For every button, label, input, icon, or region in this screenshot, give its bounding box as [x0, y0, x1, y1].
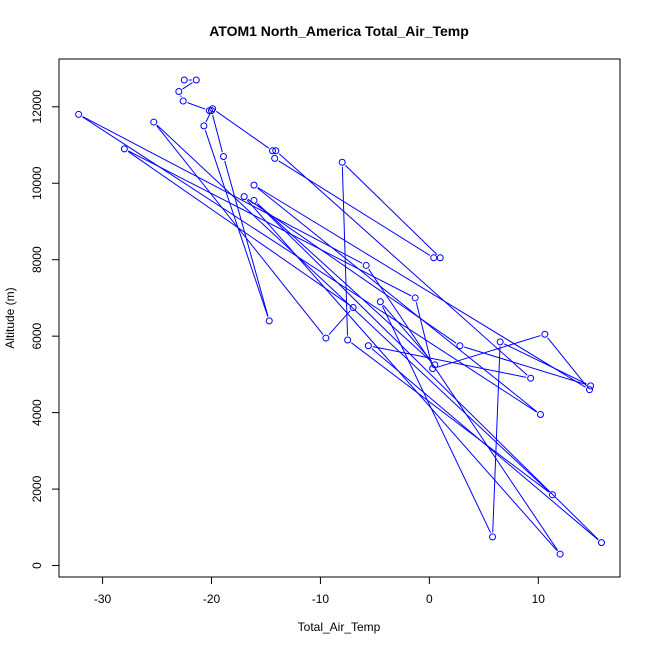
series-segment [278, 160, 431, 256]
data-point [429, 365, 437, 373]
series-segment [256, 203, 432, 363]
data-point [344, 336, 352, 344]
series-segment [278, 153, 528, 376]
data-point [219, 152, 227, 160]
series-segment [256, 203, 599, 540]
chart-title: ATOM1 North_America Total_Air_Temp [209, 23, 469, 39]
data-point [338, 158, 346, 166]
data-point [209, 105, 217, 113]
data-point [585, 386, 593, 394]
data-point [436, 254, 444, 262]
series-segment [464, 346, 587, 386]
data-point [271, 154, 279, 162]
series-segment [156, 125, 324, 335]
x-axis-label: Total_Air_Temp [298, 620, 381, 634]
series-segment [128, 150, 412, 297]
series-segment [82, 116, 363, 264]
data-point [265, 317, 273, 325]
data-point [200, 122, 208, 130]
series-segment [372, 346, 527, 378]
series-segment [82, 116, 537, 413]
series-segment [415, 302, 433, 365]
data-point [120, 145, 128, 153]
data-point [431, 361, 439, 369]
series-segment [180, 95, 182, 98]
series-segment [205, 112, 212, 123]
series-segment [247, 198, 457, 344]
data-point [349, 303, 357, 311]
series-segment [436, 335, 541, 368]
series-segment [350, 342, 550, 493]
x-tick-label: 10 [532, 592, 546, 606]
series-segment [328, 310, 351, 336]
data-point [250, 181, 258, 189]
series-segment [345, 165, 438, 256]
series-segment [257, 187, 586, 388]
data-point [496, 338, 504, 346]
data-point [587, 382, 595, 390]
data-point [430, 254, 438, 262]
series-segment [215, 110, 270, 149]
series-segment [204, 130, 269, 317]
y-tick-label: 10000 [30, 166, 44, 200]
series-segment [504, 343, 587, 385]
data-point [322, 334, 330, 342]
data-point [272, 147, 280, 155]
y-tick-label: 0 [30, 562, 44, 569]
series-segment [182, 82, 193, 90]
data-point [411, 294, 419, 302]
series-segment [127, 150, 350, 306]
data-point [541, 330, 549, 338]
data-point [536, 411, 544, 419]
x-tick-label: -30 [94, 592, 112, 606]
data-point [597, 539, 605, 547]
series-segment [341, 166, 349, 336]
x-axis: -30 -20 -10 0 10 [94, 576, 546, 606]
data-point [362, 261, 370, 269]
y-axis-label: Altitude (m) [3, 287, 17, 348]
y-tick-label: 6000 [30, 322, 44, 349]
data-point [250, 196, 258, 204]
data-point [150, 118, 158, 126]
x-tick-label: -20 [203, 592, 221, 606]
data-point [556, 550, 564, 558]
y-tick-label: 12000 [30, 90, 44, 124]
data-point [269, 147, 277, 155]
y-axis: 0 2000 4000 6000 8000 10000 12000 [30, 90, 60, 569]
series-segment [246, 199, 558, 552]
series-segment [187, 102, 206, 110]
data-point [240, 193, 248, 201]
series-segment [371, 348, 599, 541]
data-point [548, 491, 556, 499]
data-point [180, 76, 188, 84]
plot-frame [58, 58, 621, 578]
data-point [179, 97, 187, 105]
data-point [175, 87, 183, 95]
data-point [376, 298, 384, 306]
data-point [192, 76, 200, 84]
series-segment [212, 114, 223, 153]
series-layer [75, 76, 605, 558]
y-tick-label: 2000 [30, 475, 44, 502]
data-point [489, 533, 497, 541]
x-tick-label: 0 [426, 592, 433, 606]
series-segment [156, 124, 550, 493]
y-tick-label: 4000 [30, 399, 44, 426]
y-tick-label: 8000 [30, 246, 44, 273]
series-segment [381, 305, 492, 534]
series-segment [382, 304, 433, 362]
data-point [364, 342, 372, 350]
x-tick-label: -10 [312, 592, 330, 606]
data-point [75, 110, 83, 118]
series-segment [257, 187, 538, 413]
data-point [456, 342, 464, 350]
series-segment [547, 337, 588, 387]
series-segment [368, 268, 558, 551]
data-point [527, 374, 535, 382]
